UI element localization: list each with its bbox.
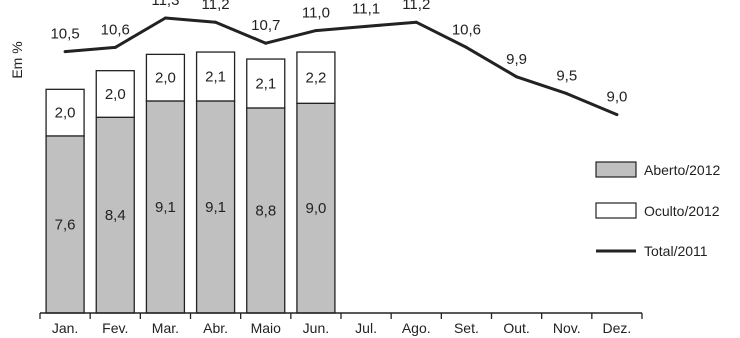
point-total-8 xyxy=(464,45,468,49)
line-total-2011 xyxy=(64,16,618,116)
label-oculto-4: 2,1 xyxy=(255,75,276,92)
label-aberto-2: 9,1 xyxy=(155,199,176,216)
x-tick-label-0: Jan. xyxy=(52,320,78,336)
x-tick-label-10: Nov. xyxy=(553,320,581,336)
x-tick-label-4: Maio xyxy=(251,320,282,336)
label-total-7: 11,2 xyxy=(402,0,430,13)
x-tick-label-7: Ago. xyxy=(402,320,431,336)
point-total-9 xyxy=(515,75,519,79)
bar-oculto-2 xyxy=(145,53,186,102)
bar-oculto-1 xyxy=(95,70,135,118)
y-axis-label: Em % xyxy=(9,41,25,78)
bar-oculto-0 xyxy=(45,88,85,137)
label-total-11: 9,0 xyxy=(606,89,627,106)
label-total-1: 10,6 xyxy=(101,21,130,38)
point-total-11 xyxy=(615,113,619,117)
point-total-5 xyxy=(314,29,318,33)
x-tick-label-3: Abr. xyxy=(203,320,228,336)
bar-aberto-5 xyxy=(296,102,336,314)
point-total-6 xyxy=(364,24,368,28)
label-oculto-3: 2,1 xyxy=(205,69,226,86)
point-total-7 xyxy=(414,20,418,24)
label-aberto-5: 9,0 xyxy=(305,200,326,217)
x-tick-label-1: Fev. xyxy=(102,320,128,336)
x-tick-label-2: Mar. xyxy=(152,320,179,336)
label-total-5: 11,0 xyxy=(302,5,330,22)
label-total-8: 10,6 xyxy=(452,21,481,38)
legend-label-aberto: Aberto/2012 xyxy=(644,162,720,178)
bar-oculto-5 xyxy=(296,51,336,104)
point-total-0 xyxy=(63,50,67,54)
total-line-layer: 10,5 10,6 11,3 11,2 10,7 11,0 11,1 11,2 10,6 9,9 9… xyxy=(50,0,627,117)
label-total-10: 9,5 xyxy=(556,68,577,85)
label-oculto-2: 2,0 xyxy=(155,70,176,87)
x-tick-label-9: Out. xyxy=(503,320,529,336)
x-tick-label-6: Jul. xyxy=(355,320,377,336)
label-aberto-4: 8,8 xyxy=(255,202,276,219)
label-aberto-3: 9,1 xyxy=(205,199,226,216)
x-tick-label-5: Jun. xyxy=(303,320,329,336)
label-total-2: 11,3 xyxy=(151,0,179,9)
point-total-4 xyxy=(264,41,268,45)
bar-aberto-0 xyxy=(45,135,85,314)
label-aberto-0: 7,6 xyxy=(55,216,76,233)
point-total-1 xyxy=(113,45,117,49)
legend-label-oculto: Oculto/2012 xyxy=(644,203,720,219)
legend: Aberto/2012 Oculto/2012 Total/2011 xyxy=(595,161,720,259)
legend-label-total: Total/2011 xyxy=(644,243,708,259)
label-total-9: 9,9 xyxy=(506,51,527,68)
label-aberto-1: 8,4 xyxy=(105,207,126,224)
label-total-0: 10,5 xyxy=(50,26,79,43)
point-total-10 xyxy=(565,92,569,96)
x-tick-label-8: Set. xyxy=(454,320,479,336)
label-total-3: 11,2 xyxy=(202,0,230,13)
legend-swatch-aberto xyxy=(595,161,637,178)
x-axis: Jan. Fev. Mar. Abr. Maio Jun. Jul. Ago. Set. Out.… xyxy=(39,312,643,336)
point-total-3 xyxy=(214,20,218,24)
bars-layer: 7,6 2,0 8,4 2,0 9,1 2,0 9,1 2,1 8,8 2,1 9,0 2,2 xyxy=(45,51,336,314)
label-oculto-5: 2,2 xyxy=(305,70,326,87)
bar-oculto-3 xyxy=(195,51,236,102)
legend-swatch-oculto xyxy=(595,202,637,219)
bar-oculto-4 xyxy=(246,58,286,109)
label-total-6: 11,1 xyxy=(352,0,380,17)
label-total-4: 10,7 xyxy=(251,17,280,34)
label-oculto-1: 2,0 xyxy=(105,86,126,103)
x-tick-label-11: Dez. xyxy=(603,320,632,336)
point-total-2 xyxy=(163,16,167,20)
label-oculto-0: 2,0 xyxy=(55,105,76,122)
